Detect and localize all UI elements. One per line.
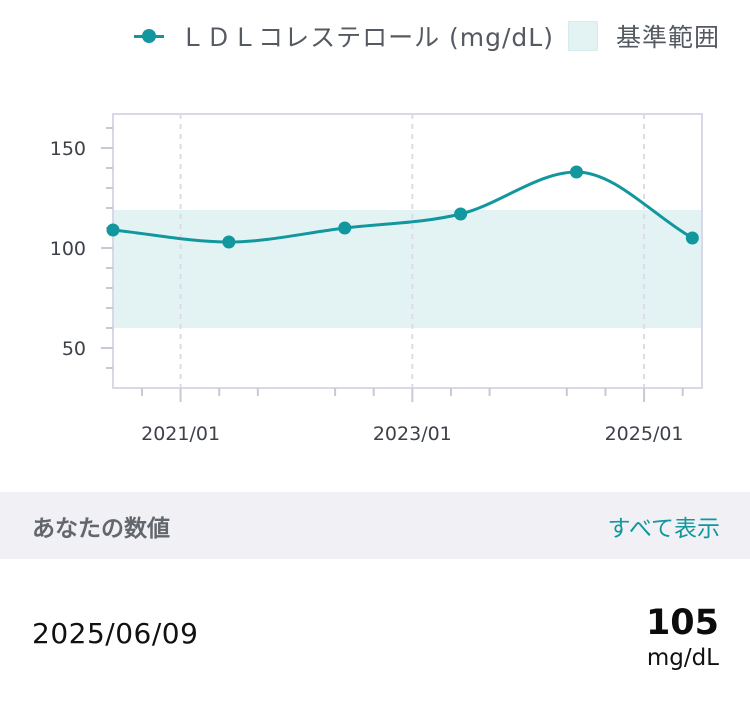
plot-frame (112, 113, 703, 389)
show-all-link[interactable]: すべて表示 (607, 515, 720, 542)
chart-legend: ＬＤＬコレステロール (mg/dL) 基準範囲 (134, 18, 720, 54)
measurement-value: 105 (645, 603, 719, 643)
y-axis-ticks (101, 127, 113, 369)
y-axis-labels: 50 100 150 (50, 138, 86, 360)
series-line (112, 170, 694, 244)
legend-range-item: 基準範囲 (567, 18, 720, 54)
x-axis-labels: 2021/01 2023/01 2025/01 (141, 423, 683, 445)
ldl-line-chart: 50 100 150 2021/01 2023/01 2025/01 (50, 113, 703, 445)
latest-value-row[interactable]: 2025/06/09 105 mg/dL (0, 559, 750, 702)
data-point (569, 165, 583, 179)
legend-line-marker-icon (134, 18, 165, 54)
your-values-header: あなたの数値 すべて表示 (0, 492, 750, 559)
measurement-unit: mg/dL (646, 645, 719, 671)
measurement-date: 2025/06/09 (32, 617, 199, 650)
legend-series-item: ＬＤＬコレステロール (mg/dL) (134, 18, 554, 54)
legend-range-label: 基準範囲 (615, 23, 720, 52)
data-point (685, 231, 699, 245)
x-axis-ticks (140, 388, 684, 402)
series-points (106, 165, 699, 249)
x-tick-label: 2021/01 (141, 423, 220, 445)
y-tick-label: 150 (50, 138, 86, 160)
x-tick-label: 2023/01 (373, 423, 452, 445)
section-title: あなたの数値 (32, 515, 170, 542)
data-point (338, 221, 352, 235)
data-point (222, 235, 236, 249)
y-tick-label: 50 (62, 338, 86, 360)
data-point (454, 207, 468, 221)
legend-range-swatch-icon (567, 21, 598, 51)
y-tick-label: 100 (50, 238, 86, 260)
legend-series-label: ＬＤＬコレステロール (mg/dL) (180, 23, 554, 52)
data-point (106, 223, 120, 237)
reference-range-band (113, 210, 702, 328)
x-tick-label: 2025/01 (605, 423, 684, 445)
